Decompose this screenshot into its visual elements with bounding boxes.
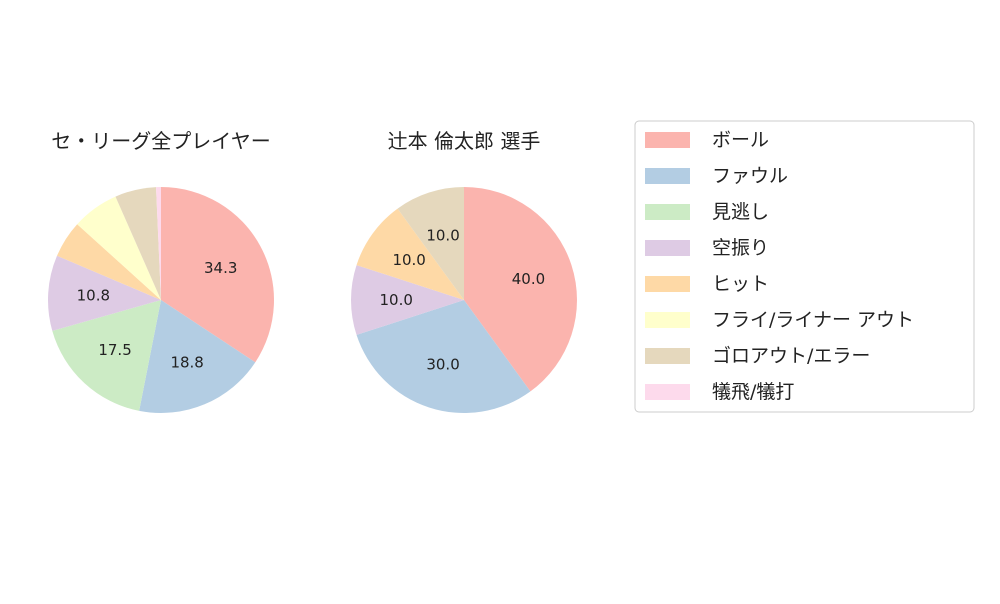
legend-frame	[634, 120, 975, 413]
data-label-player-swinging-strike: 10.0	[379, 291, 412, 309]
pie-chart-player: 40.030.010.010.010.0	[351, 187, 577, 413]
pie-slice-player-ball	[464, 187, 577, 392]
pie-slice-league-ball	[161, 187, 274, 363]
legend-swatch-looking-strike	[645, 204, 690, 220]
pie-slice-league-ground-out-error	[115, 187, 161, 300]
legend-swatch-ball	[645, 132, 690, 148]
pie-slice-player-swinging-strike	[351, 265, 464, 335]
chart-title-player: 辻本 倫太郎 選手	[388, 129, 541, 153]
legend-label-swinging-strike: 空振り	[712, 237, 769, 259]
data-label-player-hit: 10.0	[392, 251, 425, 269]
pie-slice-player-ground-out-error	[397, 187, 464, 300]
legend-label-fly-liner-out: フライ/ライナー アウト	[712, 309, 914, 331]
legend-label-sacrifice: 犠飛/犠打	[712, 381, 794, 403]
legend-label-foul: ファウル	[712, 165, 788, 187]
pie-slice-league-sacrifice	[156, 187, 161, 300]
pie-slice-league-fly-liner-out	[77, 196, 161, 300]
data-label-player-foul: 30.0	[426, 355, 459, 373]
chart-title-league: セ・リーグ全プレイヤー	[51, 129, 270, 153]
data-label-league-ball: 34.3	[204, 259, 237, 277]
legend-label-ground-out-error: ゴロアウト/エラー	[712, 345, 870, 367]
data-label-player-ground-out-error: 10.0	[426, 227, 459, 245]
pie-slice-league-swinging-strike	[47, 255, 161, 331]
legend-swatch-fly-liner-out	[645, 312, 690, 328]
pie-slice-league-hit	[57, 224, 161, 300]
legend-label-hit: ヒット	[712, 273, 769, 295]
pie-chart-league: 34.3 18.8 17.5 10.8	[47, 187, 274, 413]
legend-swatch-ground-out-error	[645, 348, 690, 364]
legend-swatch-foul	[645, 168, 690, 184]
legend-swatch-hit	[645, 276, 690, 292]
pie-slice-league-looking-strike	[52, 300, 161, 411]
data-label-league-looking-strike: 17.5	[98, 341, 131, 359]
legend-swatch-sacrifice	[645, 384, 690, 400]
pie-slice-player-foul	[356, 300, 531, 413]
legend-label-looking-strike: 見逃し	[712, 201, 769, 223]
pie-slice-player-hit	[356, 208, 464, 300]
data-label-league-foul: 18.8	[170, 354, 203, 372]
legend-swatch-swinging-strike	[645, 240, 690, 256]
data-label-player-ball: 40.0	[512, 270, 545, 288]
data-label-league-swinging-strike: 10.8	[77, 287, 110, 305]
legend-label-ball: ボール	[712, 129, 769, 151]
pie-slice-league-foul	[139, 300, 256, 413]
